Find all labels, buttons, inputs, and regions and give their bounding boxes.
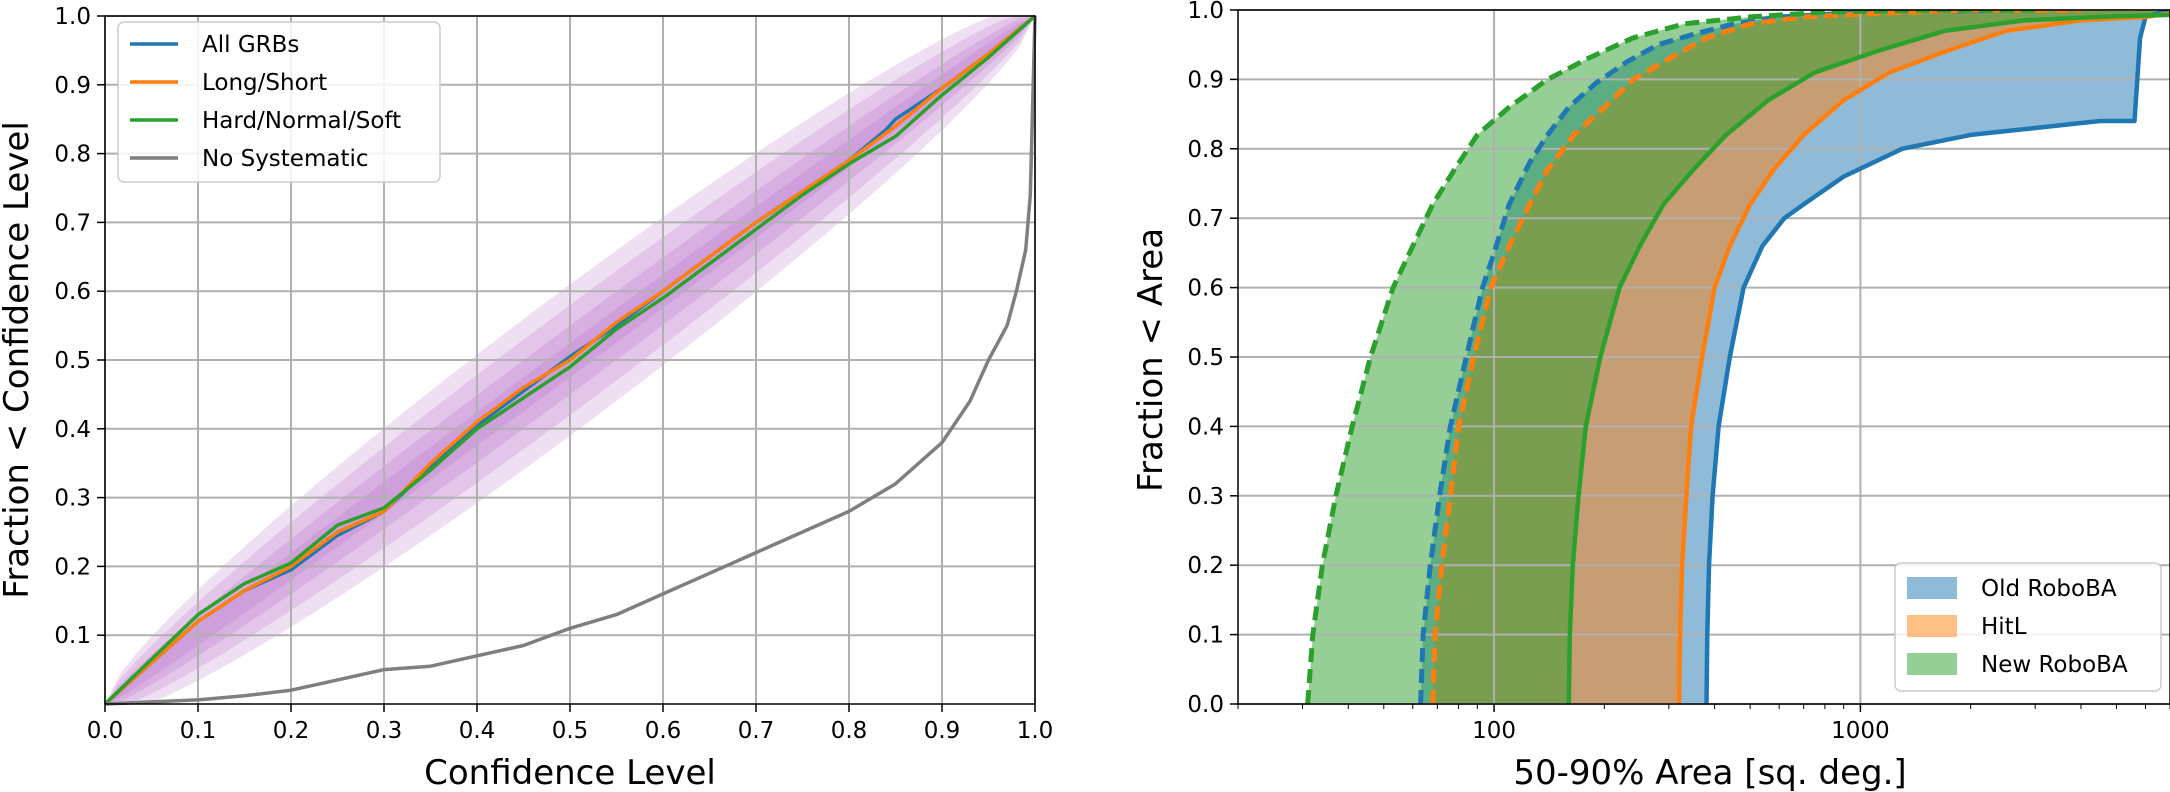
right-solid-edge-1 <box>1676 11 2170 704</box>
right-legend-label-1: HitL <box>1981 614 2027 640</box>
left-y-tick-label: 0.8 <box>54 142 91 168</box>
left-x-tick-label: 1.0 <box>1017 718 1054 744</box>
left-y-tick-label: 0.1 <box>54 623 91 649</box>
left-legend-label-0: All GRBs <box>202 32 299 58</box>
right-y-tick-label: 0.0 <box>1187 692 1224 718</box>
left-x-axis-label: Confidence Level <box>424 753 716 792</box>
left-series-line-2 <box>103 14 1037 706</box>
right-x-tick-label: 1000 <box>1831 718 1890 744</box>
right-x-tick-label: 100 <box>1472 718 1516 744</box>
right-y-tick-label: 0.1 <box>1187 623 1224 649</box>
right-y-axis-label: Fraction < Area <box>1131 228 1171 492</box>
left-y-tick-label: 1.0 <box>54 4 91 30</box>
left-y-tick-label: 0.9 <box>54 73 91 99</box>
right-legend-swatch-1 <box>1907 615 1957 637</box>
left-y-tick-label: 0.6 <box>54 279 91 305</box>
left-x-tick-label: 0.5 <box>552 718 589 744</box>
left-y-tick-label: 0.4 <box>54 417 91 443</box>
right-legend-label-2: New RoboBA <box>1981 652 2128 678</box>
left-panel: 0.0 0.1 0.2 0.3 0.4 0.5 0.6 0.7 0.8 0.9 1.0 0.1 0.2… <box>0 4 1053 792</box>
right-y-tick-label: 0.7 <box>1187 206 1224 232</box>
right-dashed-edge-1 <box>1430 10 2081 704</box>
right-dashed-edge-2 <box>1305 10 2036 704</box>
right-x-ticks: 100 1000 <box>1237 704 2170 744</box>
left-y-tick-label: 0.5 <box>54 348 91 374</box>
left-series-line-1 <box>103 14 1037 706</box>
left-series-lines <box>103 14 1037 706</box>
left-x-tick-label: 0.6 <box>645 718 682 744</box>
right-y-tick-label: 0.6 <box>1187 276 1224 302</box>
left-x-tick-label: 0.9 <box>924 718 961 744</box>
left-y-ticks: 0.1 0.2 0.3 0.4 0.5 0.6 0.7 0.8 0.9 1.0 <box>54 4 105 649</box>
right-y-ticks: 0.0 0.1 0.2 0.3 0.4 0.5 0.6 0.7 0.8 0.9 1.0 <box>1187 0 1238 718</box>
right-y-tick-label: 0.4 <box>1187 414 1224 440</box>
right-legend-swatch-2 <box>1907 653 1957 675</box>
right-legend-box <box>1894 562 2162 692</box>
right-y-tick-label: 0.2 <box>1187 553 1224 579</box>
right-area-fills <box>1307 10 2170 704</box>
left-x-tick-label: 0.8 <box>831 718 868 744</box>
left-y-tick-label: 0.7 <box>54 210 91 236</box>
left-x-tick-label: 0.4 <box>459 718 496 744</box>
left-legend-label-3: No Systematic <box>202 146 369 172</box>
left-x-tick-label: 0.1 <box>180 718 217 744</box>
right-y-tick-label: 0.3 <box>1187 484 1224 510</box>
right-area-fill-2 <box>1307 10 2170 704</box>
left-x-tick-label: 0.2 <box>273 718 310 744</box>
left-legend-box <box>117 21 441 183</box>
left-y-tick-label: 0.3 <box>54 486 91 512</box>
right-panel: 100 1000 0.0 0.1 0.2 0.3 0.4 0.5 0.6 0.7 0.8 0.9 1.… <box>1131 0 2170 792</box>
left-x-ticks: 0.0 0.1 0.2 0.3 0.4 0.5 0.6 0.7 0.8 0.9 1.0 <box>87 704 1054 744</box>
right-x-axis-label: 50-90% Area [sq. deg.] <box>1513 753 1906 792</box>
right-y-tick-label: 0.5 <box>1187 345 1224 371</box>
right-solid-edge-2 <box>1566 12 2170 704</box>
right-y-tick-label: 0.8 <box>1187 137 1224 163</box>
right-solid-edge-0 <box>1704 10 2170 704</box>
right-y-tick-label: 1.0 <box>1187 0 1224 24</box>
left-y-tick-label: 0.2 <box>54 554 91 580</box>
left-x-tick-label: 0.0 <box>87 718 124 744</box>
right-legend: Old RoboBA HitL New RoboBA <box>1894 562 2162 692</box>
left-x-tick-label: 0.3 <box>366 718 403 744</box>
left-legend: All GRBs Long/Short Hard/Normal/Soft No Sys… <box>117 21 441 183</box>
right-legend-swatch-0 <box>1907 577 1957 599</box>
left-series-line-3 <box>104 15 1037 706</box>
left-x-tick-label: 0.7 <box>738 718 775 744</box>
right-series-edges <box>1305 10 2170 704</box>
left-legend-label-1: Long/Short <box>202 70 327 96</box>
left-legend-label-2: Hard/Normal/Soft <box>202 108 401 134</box>
right-legend-label-0: Old RoboBA <box>1981 576 2117 602</box>
right-y-tick-label: 0.9 <box>1187 67 1224 93</box>
left-y-axis-label: Fraction < Confidence Level <box>0 121 37 599</box>
